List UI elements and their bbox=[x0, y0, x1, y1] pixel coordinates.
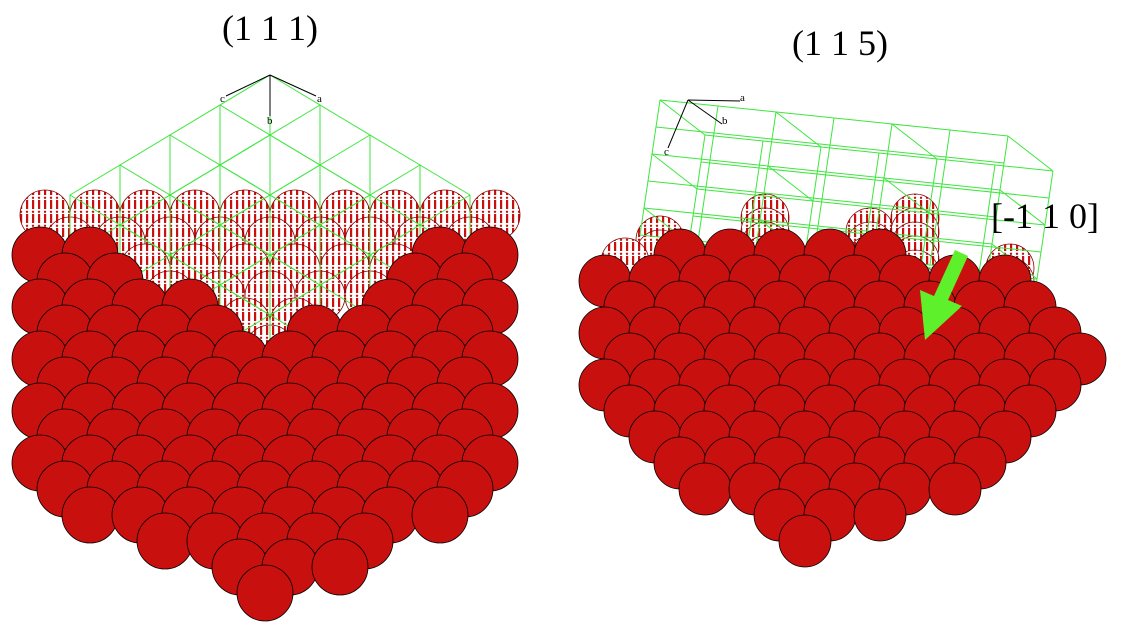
lattice-line bbox=[319, 164, 371, 196]
panel-115 bbox=[578, 99, 1107, 568]
lattice-line bbox=[319, 224, 371, 256]
panel-111 bbox=[11, 74, 521, 622]
atom bbox=[311, 538, 369, 596]
lattice-line bbox=[987, 135, 1009, 272]
lattice-line bbox=[369, 194, 421, 226]
atom bbox=[778, 514, 832, 568]
atom bbox=[678, 462, 732, 516]
panel-title: (1 1 5) bbox=[792, 23, 888, 63]
lattice-line bbox=[659, 99, 1009, 137]
axis-label: c bbox=[664, 146, 669, 158]
panel-title: (1 1 1) bbox=[222, 8, 318, 48]
axis-line bbox=[687, 99, 723, 125]
axis-label: a bbox=[740, 92, 745, 104]
atom bbox=[136, 512, 194, 570]
atom bbox=[853, 488, 907, 542]
axis-label: b bbox=[267, 115, 273, 127]
atom bbox=[236, 564, 294, 622]
axis-line bbox=[225, 74, 271, 97]
lattice-line bbox=[883, 177, 930, 214]
lattice-line bbox=[119, 164, 321, 286]
lattice-line bbox=[696, 188, 1046, 226]
axis-label: b bbox=[722, 115, 728, 127]
lattice-line bbox=[651, 153, 698, 190]
lattice-line bbox=[767, 165, 814, 202]
atom bbox=[928, 462, 982, 516]
lattice-line bbox=[659, 99, 706, 136]
lattice-line bbox=[929, 129, 951, 266]
lattice-line bbox=[697, 105, 719, 242]
labels: (1 1 1) (1 1 5) [-1 1 0] a b c a b c bbox=[220, 8, 1099, 236]
axis-line bbox=[667, 99, 689, 149]
atom bbox=[61, 486, 119, 544]
lattice-line bbox=[651, 153, 1001, 191]
axis-line bbox=[269, 74, 317, 97]
lattice-line bbox=[69, 194, 271, 316]
lattice-line bbox=[647, 180, 997, 218]
lattice-line bbox=[1007, 135, 1054, 172]
direction-arrow bbox=[920, 250, 968, 340]
lattice-line bbox=[775, 111, 822, 148]
lattice-line bbox=[643, 207, 993, 245]
axis-line bbox=[687, 99, 741, 102]
atom bbox=[411, 486, 469, 544]
lattice-line bbox=[704, 134, 1054, 172]
lattice-line bbox=[700, 161, 1050, 199]
lattice-line bbox=[999, 189, 1046, 226]
lattice-line bbox=[639, 99, 661, 236]
lattice-line bbox=[755, 111, 777, 248]
lattice-line bbox=[655, 126, 1005, 164]
axis-label: a bbox=[317, 93, 322, 105]
axis-label: c bbox=[220, 93, 225, 105]
lattice-line bbox=[891, 123, 938, 160]
direction-label: [-1 1 0] bbox=[991, 196, 1099, 236]
lattice-line bbox=[813, 117, 835, 254]
